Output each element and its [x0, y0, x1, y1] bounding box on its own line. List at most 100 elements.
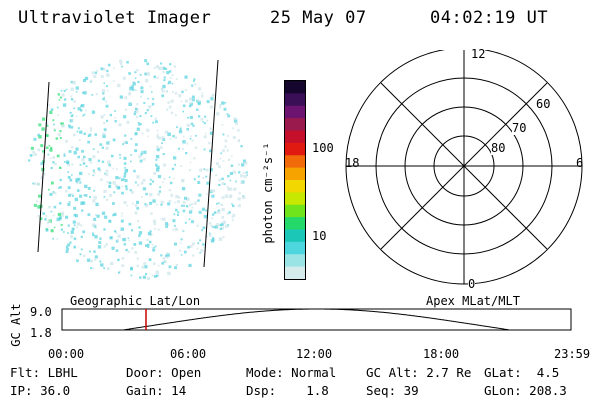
disk-emission-dot — [123, 172, 127, 176]
disk-emission-dot — [134, 110, 136, 113]
disk-emission-dot — [40, 176, 44, 180]
disk-emission-dot — [206, 119, 209, 122]
disk-emission-dot — [187, 197, 190, 201]
disk-emission-dot — [66, 161, 70, 165]
disk-emission-dot — [245, 171, 248, 174]
timeline-frame — [61, 308, 572, 331]
disk-emission-dot — [238, 138, 240, 141]
disk-emission-dot — [124, 185, 128, 188]
disk-emission-dot — [67, 232, 69, 234]
disk-emission-dot — [218, 237, 223, 241]
disk-emission-dot — [37, 148, 41, 152]
disk-emission-dot — [160, 218, 162, 220]
disk-emission-dot — [227, 187, 231, 191]
disk-emission-dot — [136, 207, 140, 210]
disk-emission-dot — [227, 114, 231, 118]
disk-emission-dot — [226, 149, 229, 152]
disk-emission-dot — [136, 102, 139, 106]
disk-emission-dot — [147, 246, 150, 249]
disk-emission-dot — [169, 181, 173, 185]
disk-emission-dot — [175, 263, 178, 267]
disk-emission-dot — [185, 151, 188, 155]
disk-emission-dot — [152, 121, 155, 124]
disk-emission-dot — [165, 225, 169, 228]
disk-emission-dot — [105, 104, 109, 108]
status-mode: Mode: Normal — [246, 365, 337, 380]
disk-emission-dot — [190, 203, 193, 206]
disk-emission-dot — [121, 212, 124, 215]
disk-emission-dot — [109, 193, 113, 197]
disk-emission-dot — [168, 188, 171, 192]
disk-emission-dot — [206, 181, 210, 185]
disk-emission-dot — [204, 115, 207, 118]
disk-emission-dot — [123, 243, 126, 246]
disk-emission-dot — [152, 219, 156, 223]
disk-emission-dot — [149, 85, 152, 88]
disk-emission-dot — [180, 165, 183, 167]
disk-emission-dot — [181, 204, 184, 207]
disk-emission-dot — [123, 140, 128, 145]
disk-emission-dot — [80, 235, 83, 238]
disk-emission-dot — [162, 153, 165, 156]
disk-emission-dot — [180, 254, 183, 256]
disk-emission-dot — [184, 221, 187, 224]
disk-emission-dot — [189, 244, 193, 248]
disk-emission-dot — [172, 219, 176, 223]
disk-emission-dot — [80, 224, 83, 227]
disk-emission-dot — [90, 79, 93, 82]
disk-emission-dot — [95, 202, 99, 206]
disk-emission-dot — [92, 199, 96, 203]
disk-emission-dot — [197, 115, 201, 118]
disk-emission-dot — [125, 188, 128, 191]
disk-emission-dot — [218, 183, 221, 186]
disk-emission-dot — [54, 162, 57, 166]
disk-emission-dot — [130, 154, 132, 156]
disk-emission-dot — [131, 247, 134, 250]
disk-emission-dot — [92, 233, 95, 237]
disk-emission-dot — [181, 187, 186, 191]
disk-emission-dot — [49, 157, 52, 160]
disk-emission-dot — [149, 201, 153, 205]
disk-emission-dot — [91, 94, 94, 96]
disk-emission-dot — [120, 215, 123, 217]
disk-emission-dot — [150, 91, 153, 93]
disk-emission-dot — [221, 196, 225, 200]
disk-emission-dot — [167, 271, 171, 276]
disk-emission-dot — [127, 237, 130, 239]
polar-mlt-plot — [345, 50, 583, 285]
colorbar-band — [285, 142, 305, 156]
disk-emission-dot — [72, 80, 76, 85]
disk-emission-dot — [161, 89, 165, 93]
disk-emission-dot — [112, 181, 116, 185]
disk-emission-dot — [168, 265, 172, 269]
disk-emission-dot — [199, 239, 202, 242]
disk-emission-dot — [186, 128, 189, 131]
disk-emission-dot — [105, 100, 108, 103]
disk-emission-dot — [224, 194, 229, 198]
disk-emission-dot — [135, 115, 139, 119]
disk-emission-dot — [60, 89, 63, 92]
disk-emission-dot — [232, 170, 236, 174]
disk-emission-dot — [113, 212, 117, 217]
disk-emission-dot — [209, 105, 213, 109]
disk-emission-dot — [189, 161, 192, 164]
disk-emission-dot — [210, 97, 214, 101]
disk-emission-dot — [80, 103, 85, 108]
disk-emission-dot — [92, 232, 94, 235]
disk-emission-dot — [231, 155, 233, 157]
disk-emission-dot — [184, 89, 187, 92]
disk-emission-dot — [176, 126, 178, 129]
disk-emission-dot — [46, 124, 49, 127]
disk-emission-dot — [86, 258, 91, 262]
disk-emission-dot — [173, 242, 177, 246]
disk-emission-dot — [64, 215, 69, 219]
disk-emission-dot — [174, 92, 178, 95]
disk-emission-dot — [154, 120, 158, 124]
disk-emission-dot — [67, 243, 71, 247]
disk-emission-dot — [128, 102, 132, 107]
disk-emission-dot — [94, 258, 97, 261]
status-flt: Flt: LBHL — [10, 365, 78, 380]
disk-emission-dot — [182, 110, 185, 113]
disk-emission-dot — [188, 169, 192, 172]
disk-emission-dot — [88, 250, 91, 253]
